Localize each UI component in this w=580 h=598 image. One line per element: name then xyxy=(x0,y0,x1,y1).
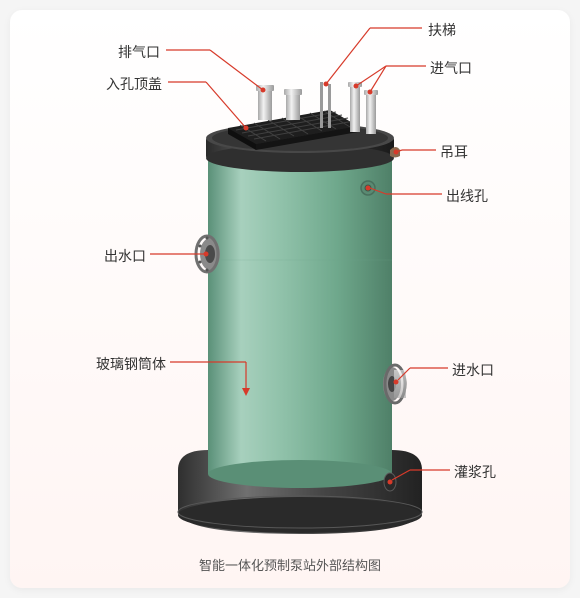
water-inlet xyxy=(383,365,406,403)
label-grout: 灌浆孔 xyxy=(454,462,496,482)
leader-stair xyxy=(324,28,423,87)
cable-outlet xyxy=(361,181,375,195)
label-body: 玻璃钢筒体 xyxy=(96,354,166,374)
label-inlet: 进水口 xyxy=(452,360,494,380)
leader-outlet xyxy=(150,252,209,257)
label-outlet: 出水口 xyxy=(104,246,146,266)
tank-cylinder xyxy=(208,150,392,488)
grouting-hole xyxy=(384,473,396,491)
label-air-inlet: 进气口 xyxy=(430,58,472,78)
diagram-caption: 智能一体化预制泵站外部结构图 xyxy=(10,555,570,574)
label-cable: 出线孔 xyxy=(446,186,488,206)
label-stair: 扶梯 xyxy=(428,20,456,40)
label-lug: 吊耳 xyxy=(440,142,468,162)
diagram-svg xyxy=(10,10,570,588)
leader-manhole xyxy=(168,82,249,131)
diagram-card: 排气口 入孔顶盖 出水口 玻璃钢筒体 扶梯 进气口 吊耳 出线孔 进水口 灌浆孔… xyxy=(10,10,570,588)
water-outlet xyxy=(196,236,220,272)
leader-exhaust xyxy=(166,50,266,93)
label-manhole: 入孔顶盖 xyxy=(106,74,162,94)
label-exhaust: 排气口 xyxy=(118,42,160,62)
